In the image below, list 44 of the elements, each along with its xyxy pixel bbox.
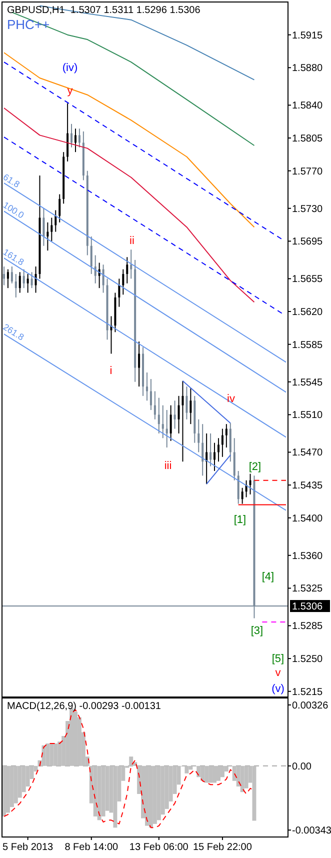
y-tick-label: 1.5360 xyxy=(292,550,324,562)
y-tick-label: 1.5655 xyxy=(292,274,324,286)
annotation: [2] xyxy=(248,460,262,473)
x-tick-label: 13 Feb 06:00 xyxy=(129,842,189,853)
y-tick-label: 0.00326 xyxy=(292,700,329,712)
y-tick-label: 1.5470 xyxy=(292,448,324,459)
x-tick-label: 15 Feb 22:00 xyxy=(192,842,252,853)
annotation: iv xyxy=(227,392,236,405)
y-tick-label: 1.5770 xyxy=(292,166,324,178)
y-tick-label: 1.5545 xyxy=(292,377,324,388)
y-tick-label: 0.00 xyxy=(292,761,312,772)
y-tick-label: 1.5250 xyxy=(292,654,324,666)
y-tick-label: -0.00343 xyxy=(292,826,331,837)
x-tick-label: 5 Feb 2013 xyxy=(2,842,54,853)
y-tick-label: 1.5880 xyxy=(292,63,324,74)
y-tick-label: 1.5285 xyxy=(292,621,324,632)
y-tick-label: 1.5215 xyxy=(292,686,324,698)
annotation: [1] xyxy=(234,514,246,526)
chart-title: GBPUSD,H1 1.5307 1.5311 1.5296 1.5306 xyxy=(7,5,201,16)
y-tick-label: 1.5915 xyxy=(292,30,324,42)
y-tick-label: 1.5435 xyxy=(292,480,324,492)
y-tick-label: 1.5510 xyxy=(292,410,324,422)
y-tick-label: 1.5620 xyxy=(292,307,324,318)
y-tick-label: 1.5805 xyxy=(292,134,324,144)
annotation: (iv) xyxy=(62,62,78,74)
y-tick-label: 1.5325 xyxy=(292,584,324,595)
y-tick-label: 1.5585 xyxy=(292,340,324,351)
y-tick-label: 1.5695 xyxy=(292,236,324,248)
chart-title: MACD(12,26,9) -0.00293 -0.00131 xyxy=(7,701,162,712)
annotation: ii xyxy=(130,234,134,247)
y-tick-label: 1.5400 xyxy=(292,513,324,524)
annotation: iii xyxy=(164,460,172,472)
annotation: (v) xyxy=(272,682,284,695)
ref-line-label: 1.5306 xyxy=(292,602,324,613)
annotation: v xyxy=(275,666,282,679)
annotation: [3] xyxy=(250,624,264,637)
annotation: [5] xyxy=(272,652,284,665)
text: PHC++ xyxy=(7,17,50,32)
annotation: i xyxy=(110,364,112,377)
annotation: [4] xyxy=(262,570,274,583)
x-tick-label: 8 Feb 14:00 xyxy=(64,842,118,853)
annotation: 61.8 xyxy=(1,172,22,190)
y-tick-label: 1.5730 xyxy=(292,204,324,215)
y-tick-label: 1.5840 xyxy=(292,100,324,112)
